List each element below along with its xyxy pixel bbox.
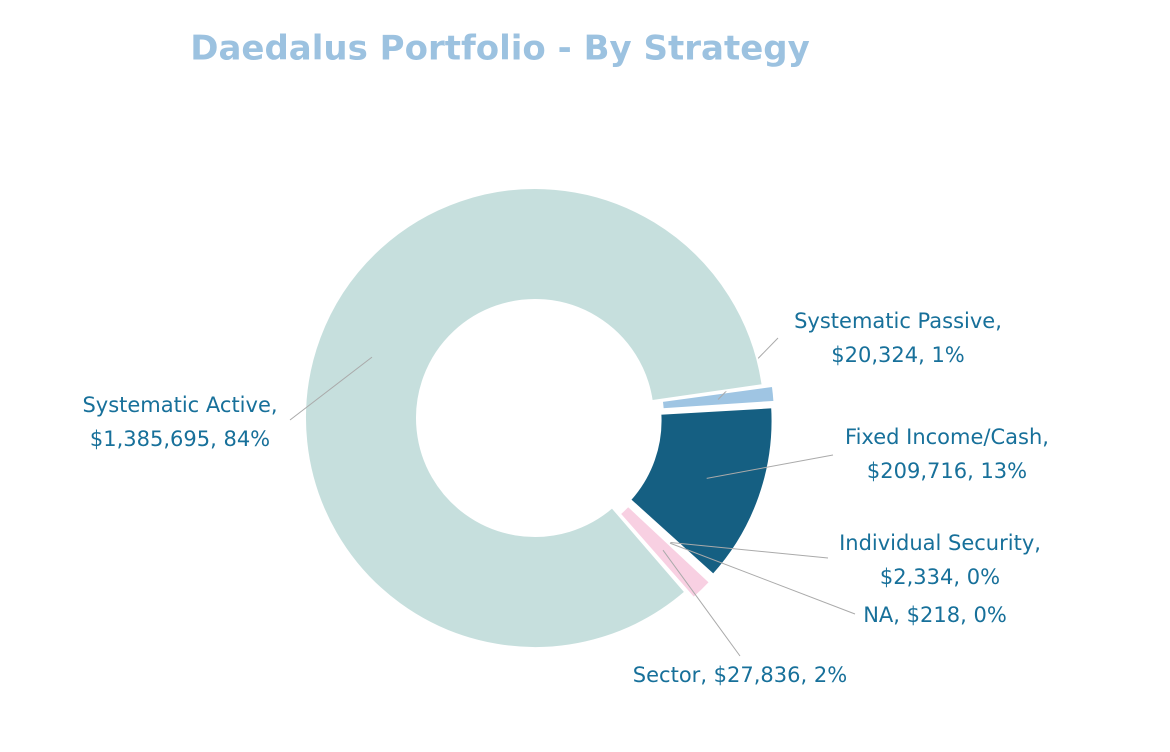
category-name: Systematic Active <box>82 393 270 417</box>
category-name: Systematic Passive <box>794 309 995 333</box>
separator: , <box>271 393 278 417</box>
category-name: NA <box>863 603 894 627</box>
category-name: Individual Security <box>839 531 1034 555</box>
separator: , <box>210 427 223 451</box>
separator: , <box>1042 425 1049 449</box>
data-label: Sector, $27,836, 2% <box>633 663 847 687</box>
data-label: $209,716, 13% <box>867 459 1027 483</box>
data-label: $20,324, 1% <box>831 343 965 367</box>
donut-slice <box>660 384 776 411</box>
value-label: $2,334 <box>880 565 953 589</box>
leader-line <box>669 542 856 615</box>
separator: , <box>995 309 1002 333</box>
leader-line <box>289 356 373 421</box>
percent-label: 0% <box>967 565 1000 589</box>
data-label: Fixed Income/Cash, <box>845 425 1049 449</box>
separator: , <box>801 663 814 687</box>
percent-label: 84% <box>223 427 270 451</box>
donut-slice <box>628 406 774 577</box>
separator: , <box>918 343 931 367</box>
percent-label: 13% <box>980 459 1027 483</box>
leader-line <box>706 454 834 479</box>
data-label: Individual Security, <box>839 531 1041 555</box>
separator: , <box>967 459 980 483</box>
percent-label: 1% <box>931 343 964 367</box>
separator: , <box>700 663 713 687</box>
separator: , <box>1034 531 1041 555</box>
leader-line <box>670 541 829 559</box>
donut-slice <box>304 187 764 649</box>
separator: , <box>953 565 966 589</box>
value-label: $209,716 <box>867 459 967 483</box>
percent-label: 0% <box>973 603 1006 627</box>
value-label: $218 <box>907 603 960 627</box>
separator: , <box>893 603 906 627</box>
value-label: $20,324 <box>831 343 918 367</box>
chart-title: Daedalus Portfolio - By Strategy <box>190 29 810 69</box>
data-label: Systematic Active, <box>82 393 277 417</box>
data-label: NA, $218, 0% <box>863 603 1007 627</box>
value-label: $27,836 <box>714 663 801 687</box>
data-label: Systematic Passive, <box>794 309 1002 333</box>
data-label: $2,334, 0% <box>880 565 1000 589</box>
data-label: $1,385,695, 84% <box>90 427 270 451</box>
leader-line <box>662 549 741 657</box>
value-label: $1,385,695 <box>90 427 210 451</box>
category-name: Sector <box>633 663 701 687</box>
percent-label: 2% <box>814 663 847 687</box>
separator: , <box>960 603 973 627</box>
category-name: Fixed Income/Cash <box>845 425 1042 449</box>
